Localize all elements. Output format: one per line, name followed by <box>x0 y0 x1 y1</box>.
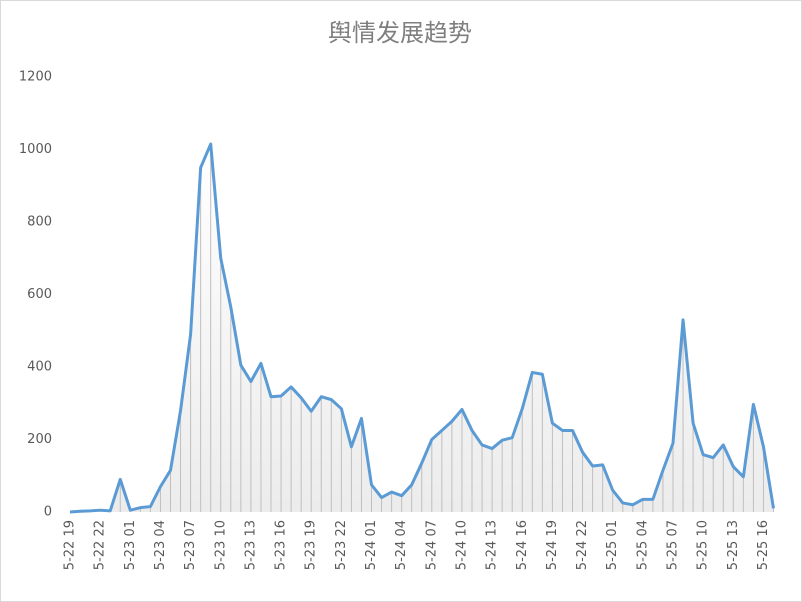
y-tick-label: 800 <box>27 215 52 230</box>
x-tick-label: 5-24 04 <box>394 520 409 570</box>
x-tick-label: 5-25 04 <box>635 520 650 570</box>
x-tick-label: 5-23 22 <box>334 520 349 570</box>
line <box>69 142 775 514</box>
plot-area: 0 200 400 600 800 1000 1200 5-22 19 5-22 22 5-23 … <box>19 70 775 570</box>
x-tick-label: 5-24 16 <box>515 520 530 570</box>
x-tick-label: 5-22 22 <box>93 520 108 570</box>
chart-title: 舆情发展趋势 <box>328 19 472 47</box>
x-tick-label: 5-23 01 <box>123 520 138 570</box>
x-tick-label: 5-23 13 <box>243 520 258 570</box>
y-tick-label: 0 <box>44 505 52 520</box>
x-tick-label: 5-25 13 <box>726 520 741 570</box>
x-tick-label: 5-24 19 <box>545 520 560 570</box>
y-tick-label: 1000 <box>19 142 52 157</box>
x-tick-label: 5-23 16 <box>274 520 289 570</box>
x-tick-label: 5-25 07 <box>666 520 681 570</box>
x-tick-label: 5-23 07 <box>183 520 198 570</box>
x-tick-label: 5-22 19 <box>63 520 78 570</box>
area <box>70 144 774 512</box>
x-tick-label: 5-24 10 <box>454 520 469 570</box>
x-tick-label: 5-23 19 <box>304 520 319 570</box>
y-tick-label: 600 <box>27 287 52 302</box>
y-tick-label: 200 <box>27 432 52 447</box>
x-tick-label: 5-24 13 <box>485 520 500 570</box>
x-tick-label: 5-23 04 <box>153 520 168 570</box>
x-tick-label: 5-25 10 <box>696 520 711 570</box>
x-tick-label: 5-25 01 <box>605 520 620 570</box>
x-tick-label: 5-24 22 <box>575 520 590 570</box>
x-tick-label: 5-24 07 <box>424 520 439 570</box>
x-tick-label: 5-25 16 <box>756 520 771 570</box>
y-tick-label: 400 <box>27 360 52 375</box>
x-tick-label: 5-23 10 <box>213 520 228 570</box>
y-tick-label: 1200 <box>19 70 52 85</box>
x-tick-label: 5-24 01 <box>364 520 379 570</box>
